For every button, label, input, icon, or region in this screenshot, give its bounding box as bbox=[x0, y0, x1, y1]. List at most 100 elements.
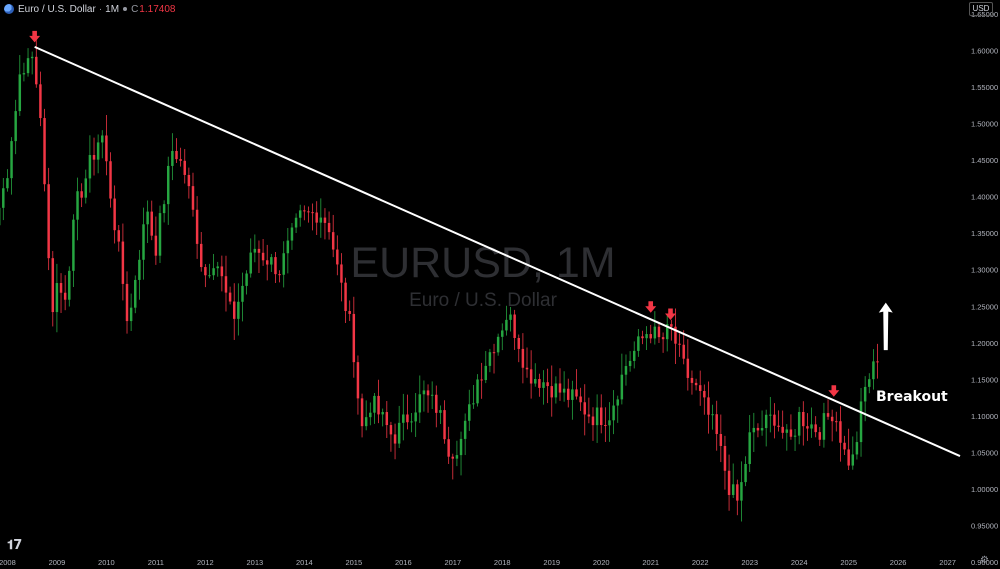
settings-icon[interactable]: ⚙ bbox=[980, 555, 989, 566]
candle-body bbox=[843, 442, 846, 450]
candle-body bbox=[632, 350, 636, 361]
candle-body bbox=[818, 432, 822, 440]
candle-body bbox=[117, 230, 120, 242]
candle-body bbox=[661, 337, 665, 340]
price-tick-label: 1.30000 bbox=[971, 266, 998, 275]
candle-body bbox=[171, 150, 174, 166]
candle-body bbox=[377, 395, 380, 415]
candle-body bbox=[575, 389, 578, 397]
candle-body bbox=[822, 413, 826, 440]
time-tick-label: 2011 bbox=[148, 558, 164, 567]
candle-body bbox=[14, 111, 17, 142]
candle-body bbox=[187, 174, 191, 187]
candle-body bbox=[810, 424, 813, 429]
candle-body bbox=[727, 470, 731, 495]
candle-body bbox=[30, 56, 34, 59]
candle-body bbox=[232, 301, 236, 319]
candle-body bbox=[814, 424, 817, 433]
candle-body bbox=[571, 389, 574, 400]
candle-body bbox=[835, 421, 838, 423]
candle-body bbox=[216, 266, 219, 269]
price-axis[interactable]: 1.65000 1.60000 1.55000 1.50000 1.45000 1.400… bbox=[971, 10, 998, 567]
candle-body bbox=[855, 442, 859, 455]
candle-body bbox=[418, 394, 422, 413]
time-tick-label: 2025 bbox=[840, 558, 857, 567]
candle-body bbox=[323, 217, 327, 223]
candle-body bbox=[616, 399, 619, 406]
time-tick-label: 2022 bbox=[692, 558, 709, 567]
candle-body bbox=[183, 160, 186, 175]
currency-button[interactable]: USD bbox=[969, 2, 993, 16]
price-tick-label: 1.15000 bbox=[971, 375, 998, 384]
candle-body bbox=[554, 383, 558, 398]
candle-body bbox=[154, 235, 158, 256]
price-tick-label: 1.35000 bbox=[971, 229, 998, 238]
candle-body bbox=[146, 211, 149, 225]
candle-body bbox=[534, 379, 537, 384]
price-tick-label: 1.05000 bbox=[971, 448, 998, 457]
time-tick-label: 2017 bbox=[444, 558, 461, 567]
time-tick-label: 2026 bbox=[890, 558, 907, 567]
overlay-layer bbox=[29, 30, 961, 457]
candle-body bbox=[641, 336, 644, 339]
candle-body bbox=[406, 414, 409, 423]
time-tick-label: 2024 bbox=[791, 558, 808, 567]
watermark-name: Euro / U.S. Dollar bbox=[409, 290, 557, 311]
price-tick-label: 0.95000 bbox=[971, 521, 998, 530]
candle-body bbox=[364, 417, 368, 427]
candle-body bbox=[872, 361, 875, 380]
candle-body bbox=[731, 484, 735, 495]
candle-body bbox=[595, 407, 599, 426]
arrow-down-icon bbox=[645, 301, 657, 313]
candle-body bbox=[781, 426, 784, 433]
time-tick-label: 2020 bbox=[593, 558, 610, 567]
candle-body bbox=[237, 301, 240, 319]
candle-body bbox=[142, 224, 145, 260]
candle-body bbox=[286, 240, 290, 254]
time-tick-label: 2016 bbox=[395, 558, 412, 567]
candle-body bbox=[68, 270, 71, 300]
candle-body bbox=[876, 361, 879, 363]
candle-body bbox=[212, 268, 215, 276]
candle-body bbox=[282, 253, 285, 275]
symbol-header[interactable]: Euro / U.S. Dollar · 1M C 1.17408 bbox=[4, 2, 175, 16]
time-axis[interactable]: 2008 2009 2010 2011 2012 2013 2014 2015 2016 2017… bbox=[0, 558, 956, 567]
candle-body bbox=[711, 414, 714, 416]
arrow-down-icon bbox=[29, 30, 41, 43]
candle-body bbox=[311, 212, 314, 214]
candle-body bbox=[678, 343, 681, 345]
symbol-name: Euro / U.S. Dollar bbox=[18, 3, 96, 15]
candle-body bbox=[748, 432, 751, 464]
candle-body bbox=[51, 258, 55, 313]
candle-body bbox=[39, 84, 42, 119]
candle-body bbox=[220, 266, 224, 277]
candle-body bbox=[653, 326, 657, 339]
candle-body bbox=[315, 212, 318, 223]
candle-body bbox=[830, 416, 834, 422]
candle-body bbox=[435, 394, 438, 413]
candle-body bbox=[769, 414, 772, 416]
candle-body bbox=[789, 429, 793, 437]
candle-body bbox=[385, 412, 389, 426]
candle-body bbox=[488, 352, 492, 366]
price-tick-label: 1.65000 bbox=[971, 10, 998, 19]
candle-body bbox=[179, 159, 182, 161]
candle-body bbox=[381, 412, 384, 415]
candle-body bbox=[109, 161, 112, 199]
candle-body bbox=[484, 365, 488, 381]
candle-body bbox=[356, 362, 360, 399]
candle-body bbox=[628, 360, 632, 367]
arrow-down-icon bbox=[665, 308, 677, 321]
tradingview-logo-icon[interactable]: 𝟏7 bbox=[7, 538, 22, 553]
candle-body bbox=[241, 285, 244, 302]
candle-body bbox=[414, 412, 417, 422]
time-tick-label: 2018 bbox=[494, 558, 511, 567]
arrow-down-icon bbox=[828, 385, 840, 397]
time-tick-label: 2014 bbox=[296, 558, 313, 567]
candle-body bbox=[637, 336, 640, 351]
candle-body bbox=[344, 282, 347, 312]
candle-body bbox=[336, 249, 339, 265]
candle-body bbox=[496, 336, 500, 353]
candle-body bbox=[583, 402, 586, 415]
